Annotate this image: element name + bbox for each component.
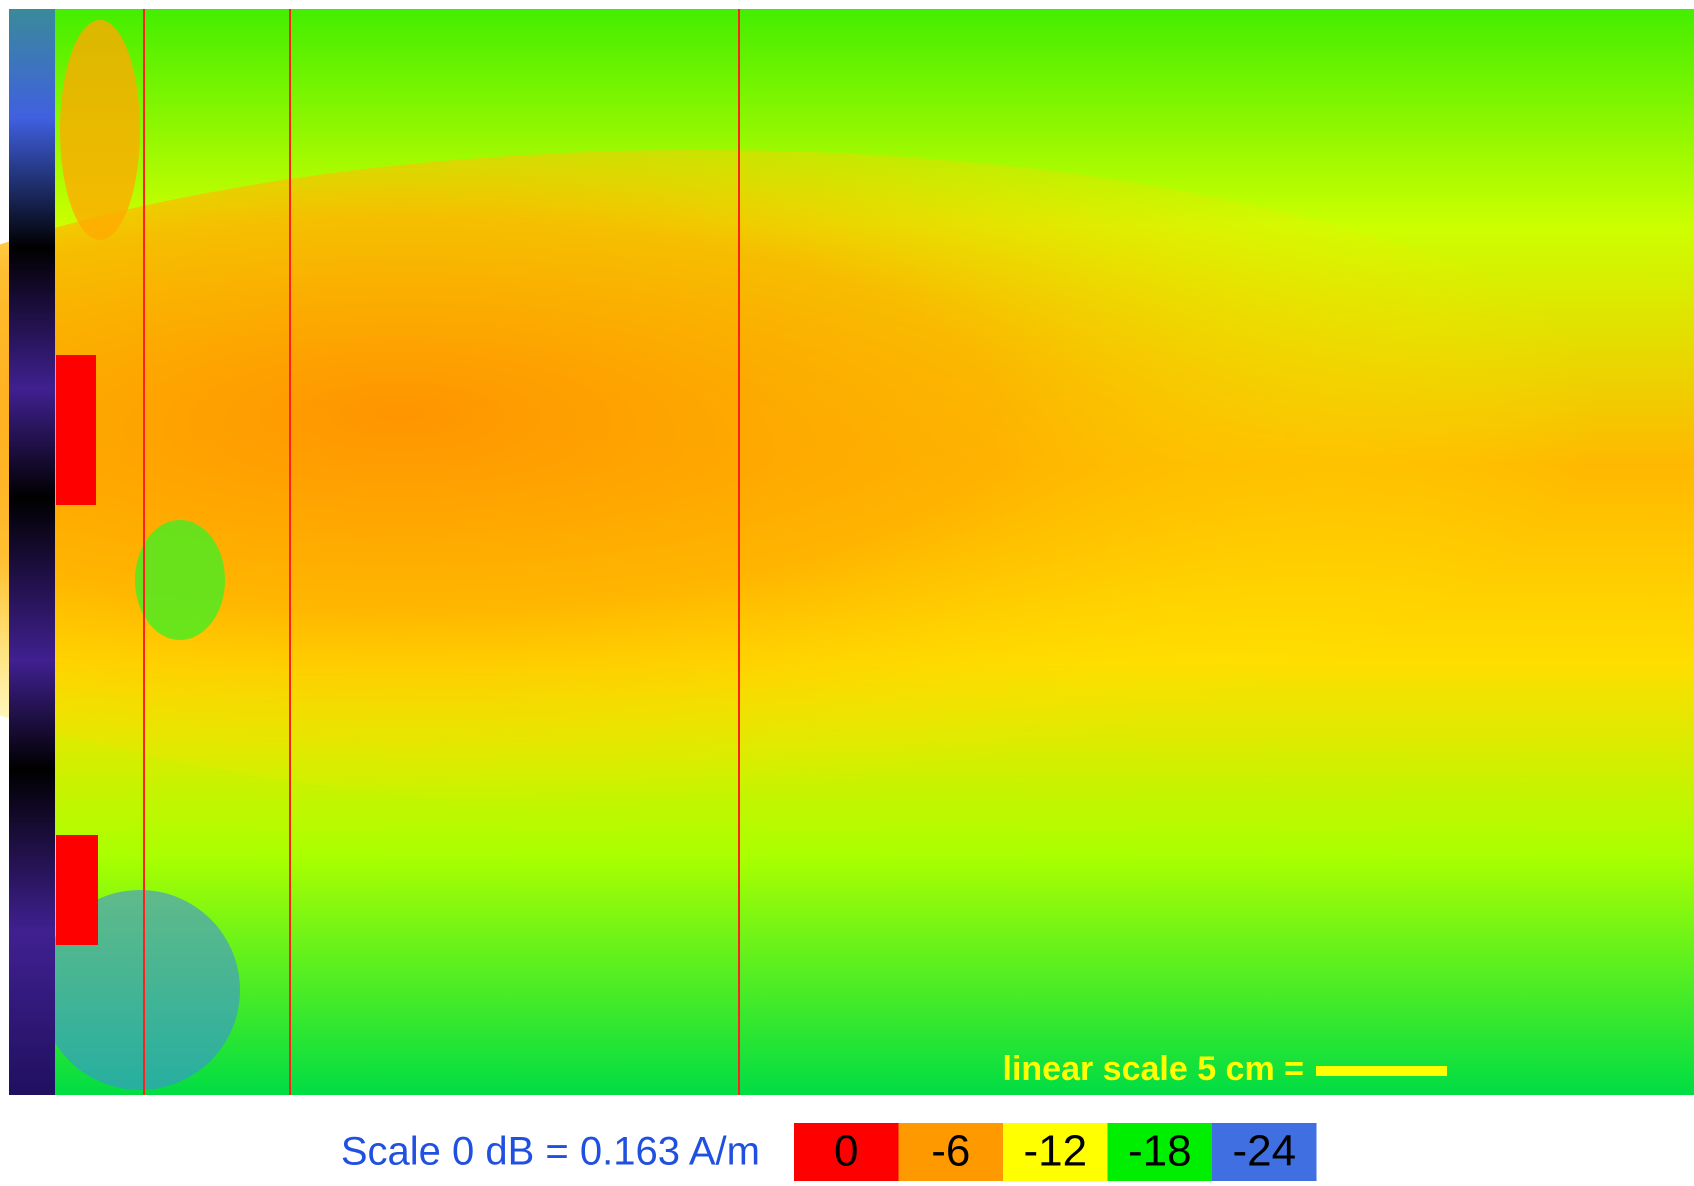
legend-swatch [898,1123,1003,1181]
legend-label: -24 [1232,1127,1296,1176]
scale-bar [1316,1066,1447,1076]
legend-swatch [1003,1123,1108,1181]
legend-label: -18 [1128,1127,1192,1176]
hot-spot [56,835,98,945]
legend-label: -12 [1023,1127,1087,1176]
scale-note: linear scale 5 cm = [1003,1050,1304,1088]
legend-label: 0 [834,1127,858,1176]
hot-spot [56,355,96,505]
legend-title: Scale 0 dB = 0.163 A/m [341,1130,760,1174]
legend: Scale 0 dB = 0.163 A/m 0 -6 -12 -18 -24 [341,1123,1317,1181]
legend-swatch [794,1123,899,1181]
left-strip [9,9,55,1095]
legend-swatch [1212,1123,1317,1181]
field-core [0,150,1694,810]
field-lobe [60,20,140,240]
legend-swatch [1107,1123,1212,1181]
field-lobe [135,520,225,640]
legend-label: -6 [931,1127,970,1176]
field-map: linear scale 5 cm = [0,9,1694,1095]
